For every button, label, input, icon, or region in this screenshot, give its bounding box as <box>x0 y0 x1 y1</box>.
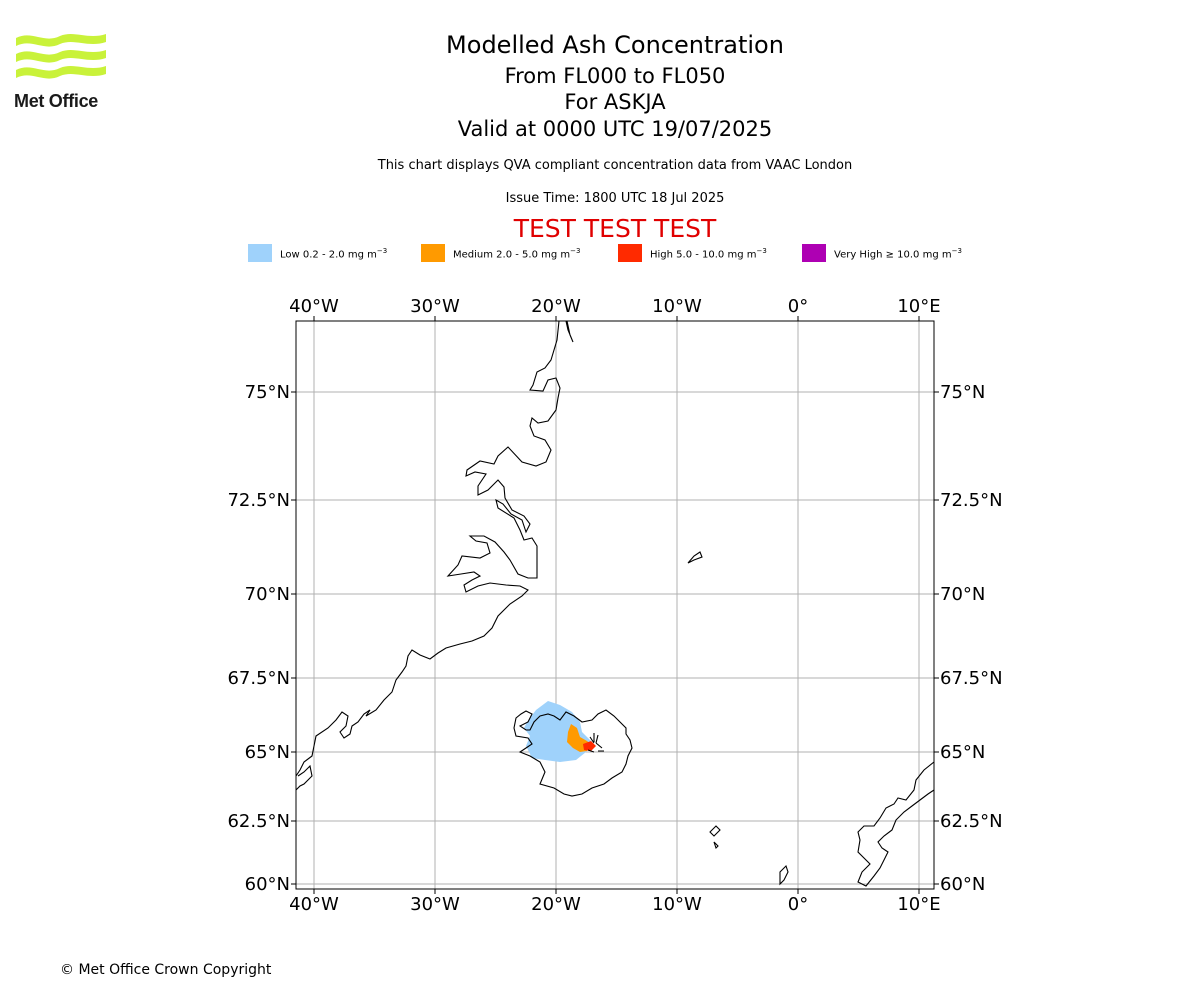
lat-label-right-70n: 70°N <box>940 584 985 605</box>
lon-label-bottom-30w: 30°W <box>410 894 460 915</box>
legend-label-very-high: Very High ≥ 10.0 mg m−3 <box>834 247 962 261</box>
lon-label-top-10e: 10°E <box>897 296 940 317</box>
valid-time: Valid at 0000 UTC 19/07/2025 <box>457 117 773 141</box>
chart-description: This chart displays QVA compliant concen… <box>377 158 853 173</box>
legend-label-high: High 5.0 - 10.0 mg m−3 <box>650 247 767 261</box>
lon-label-top-20w: 20°W <box>531 296 581 317</box>
volcano-name: For ASKJA <box>564 90 666 114</box>
map-frame <box>295 320 935 890</box>
coastline-shetland <box>779 864 789 886</box>
legend-swatch-low <box>248 244 272 262</box>
legend-swatch-very-high <box>802 244 826 262</box>
legend-swatch-high <box>618 244 642 262</box>
lat-label-left-60n: 60°N <box>245 874 290 895</box>
issue-time: Issue Time: 1800 UTC 18 Jul 2025 <box>505 191 725 206</box>
lon-label-top-10w: 10°W <box>652 296 702 317</box>
lat-label-left-70n: 70°N <box>245 584 290 605</box>
lon-label-bottom-10e: 10°E <box>897 894 940 915</box>
lon-label-bottom-0: 0° <box>788 894 808 915</box>
lon-label-bottom-10w: 10°W <box>652 894 702 915</box>
lat-label-left-67-5n: 67.5°N <box>227 668 290 689</box>
volcano-marker <box>587 733 604 753</box>
chart-title: Modelled Ash Concentration <box>446 31 784 59</box>
logo-wordmark: Met Office <box>14 91 99 111</box>
lat-label-right-75n: 75°N <box>940 382 985 403</box>
lon-label-bottom-40w: 40°W <box>289 894 339 915</box>
lat-label-left-65n: 65°N <box>245 742 290 763</box>
lon-label-top-30w: 30°W <box>410 296 460 317</box>
ash-area-high <box>583 741 596 751</box>
lat-label-left-75n: 75°N <box>245 382 290 403</box>
coastline-jan-mayen <box>687 551 703 564</box>
lat-label-left-62-5n: 62.5°N <box>227 811 290 832</box>
coastline-iceland <box>513 709 633 797</box>
legend-swatch-medium <box>421 244 445 262</box>
lat-label-right-72-5n: 72.5°N <box>940 490 1003 511</box>
lon-label-top-40w: 40°W <box>289 296 339 317</box>
coastline-faroe <box>709 825 721 850</box>
coastline-greenland <box>295 320 574 791</box>
lat-label-left-72-5n: 72.5°N <box>227 490 290 511</box>
copyright: © Met Office Crown Copyright <box>60 962 272 978</box>
ash-area-low <box>524 701 592 762</box>
flight-level-range: From FL000 to FL050 <box>504 64 726 88</box>
tick-marks <box>291 316 939 894</box>
met-office-logo <box>16 34 106 79</box>
lat-label-right-65n: 65°N <box>940 742 985 763</box>
lat-label-right-60n: 60°N <box>940 874 985 895</box>
test-banner: TEST TEST TEST <box>513 214 717 243</box>
lon-label-top-0: 0° <box>788 296 808 317</box>
legend-label-medium: Medium 2.0 - 5.0 mg m−3 <box>453 247 581 261</box>
lon-label-bottom-20w: 20°W <box>531 894 581 915</box>
coastlines <box>295 320 935 887</box>
coastline-norway <box>857 761 935 887</box>
legend-label-low: Low 0.2 - 2.0 mg m−3 <box>280 247 388 261</box>
lat-label-right-67-5n: 67.5°N <box>940 668 1003 689</box>
gridlines <box>296 321 934 889</box>
lat-label-right-62-5n: 62.5°N <box>940 811 1003 832</box>
